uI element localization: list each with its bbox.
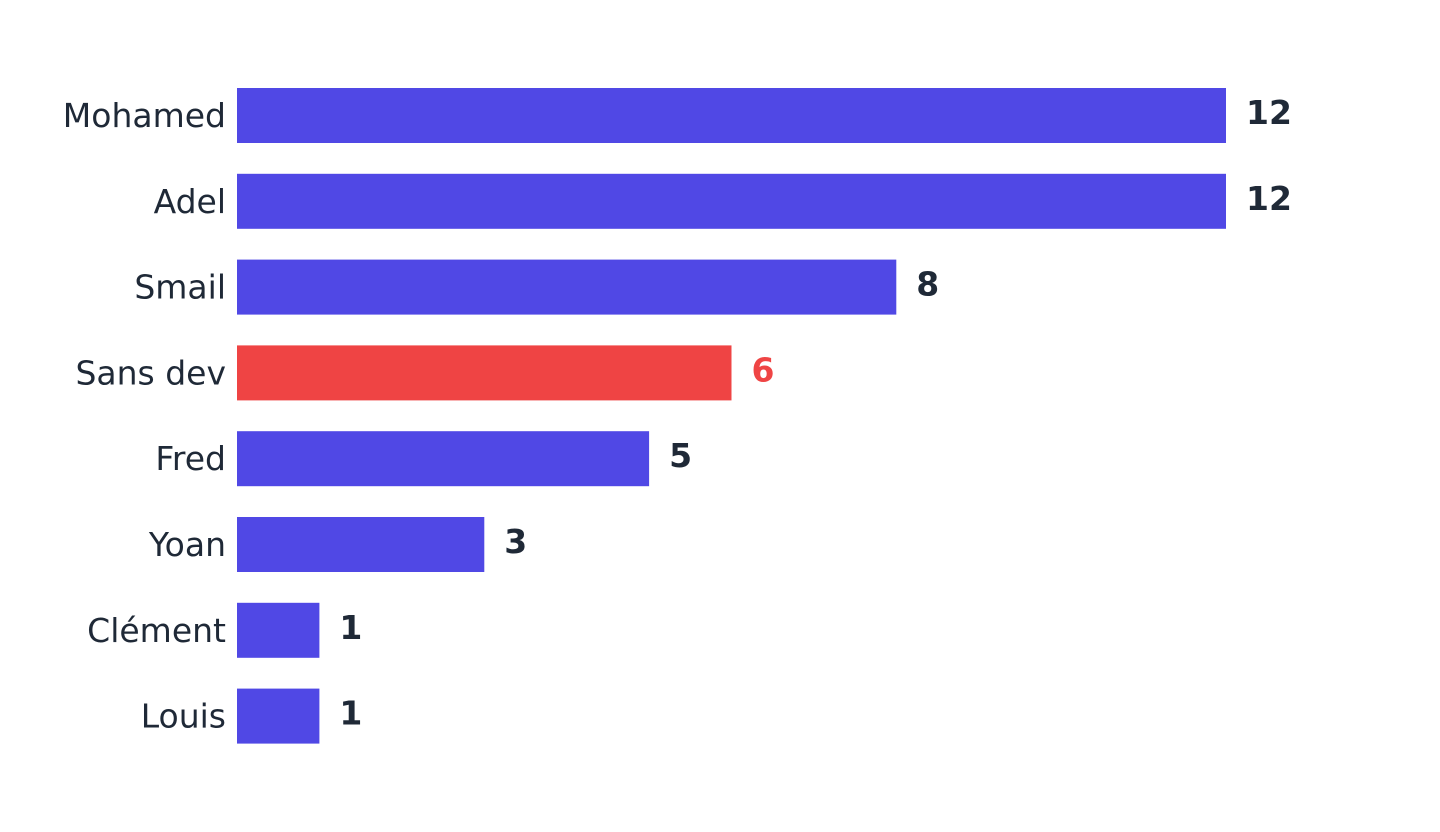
bar-clément	[237, 602, 320, 658]
category-label: Smail	[134, 268, 226, 307]
category-label: Sans dev	[75, 353, 226, 392]
value-label: 12	[1246, 93, 1292, 132]
bars-group	[237, 88, 1226, 744]
bar-adel	[237, 173, 1226, 229]
value-labels-group: 12 12 8 6 5 3 1 1	[339, 93, 1292, 733]
category-labels-group: Mohamed Adel Smail Sans dev Fred Yoan Clément L…	[63, 96, 226, 736]
category-label: Yoan	[148, 525, 226, 564]
value-label: 6	[752, 350, 775, 389]
value-label: 3	[504, 522, 527, 561]
category-label: Louis	[141, 697, 226, 736]
bar-smail	[237, 259, 897, 315]
bar-mohamed	[237, 88, 1226, 143]
bar-yoan	[237, 517, 485, 572]
category-label: Mohamed	[63, 96, 226, 135]
category-label: Fred	[155, 439, 226, 478]
bar-louis	[237, 688, 320, 744]
category-label: Adel	[154, 182, 226, 221]
bar-sans-dev	[237, 345, 732, 401]
value-label: 1	[339, 608, 362, 647]
value-label: 12	[1246, 179, 1292, 218]
bar-fred	[237, 431, 650, 487]
value-label: 5	[669, 436, 692, 475]
value-label: 8	[916, 265, 939, 304]
value-label: 1	[339, 694, 362, 733]
category-label: Clément	[87, 611, 226, 650]
